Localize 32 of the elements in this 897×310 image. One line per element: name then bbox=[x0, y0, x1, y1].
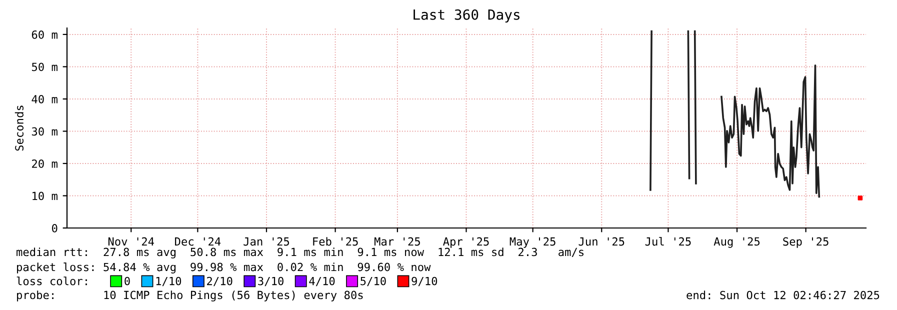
legend-title: loss color: bbox=[16, 276, 87, 286]
legend-label: 3/10 bbox=[258, 276, 284, 286]
y-tick-label: 10 m bbox=[32, 192, 58, 200]
x-tick-label: Aug '25 bbox=[714, 237, 760, 248]
text: median rtt: 27.8 ms avg 50.8 ms max 9.1 ms min 9.1 ms now 12.1 ms sd 2.3 am/s bbox=[16, 248, 584, 258]
legend-label: 5/10 bbox=[360, 276, 386, 286]
legend-label: 4/10 bbox=[309, 276, 335, 286]
x-tick-label: May '25 bbox=[510, 237, 556, 248]
x-tick-label: Apr '25 bbox=[443, 237, 489, 248]
x-tick-label: Nov '24 bbox=[108, 237, 154, 246]
legend-label: 0 bbox=[124, 276, 130, 286]
y-axis-title: Seconds bbox=[14, 106, 24, 151]
x-tick-label: Dec '24 bbox=[175, 237, 221, 246]
legend-label: 1/10 bbox=[156, 276, 182, 286]
text: packet loss: 54.84 % avg 99.98 % max 0.02 % min 99.60 % now bbox=[17, 262, 431, 274]
legend-label: 9/10 bbox=[412, 276, 438, 286]
y-tick-label: 60 m bbox=[32, 30, 58, 39]
y-tick-label: 20 m bbox=[32, 159, 58, 168]
y-tick-label: 30 m bbox=[32, 127, 58, 136]
text: probe: 10 ICMP Echo Pings (56 Bytes) every 80s bbox=[17, 290, 363, 302]
text: end: Sun Oct 12 02:46:27 2025 bbox=[686, 290, 880, 300]
x-tick-label: Jul '25 bbox=[645, 237, 691, 246]
legend-label: 2/10 bbox=[207, 276, 232, 286]
x-tick-label: Sep '25 bbox=[783, 237, 828, 248]
x-tick-label: Jun '25 bbox=[578, 237, 624, 246]
chart-title: Last 360 Days bbox=[414, 9, 520, 23]
y-tick-label: 0 bbox=[52, 224, 58, 232]
y-tick-label: 40 m bbox=[32, 94, 58, 104]
y-tick-label: 50 m bbox=[32, 62, 58, 72]
x-tick-label: Feb '25 bbox=[313, 237, 358, 246]
x-tick-label: Jan '25 bbox=[244, 237, 290, 246]
x-tick-label: Mar '25 bbox=[374, 237, 420, 246]
